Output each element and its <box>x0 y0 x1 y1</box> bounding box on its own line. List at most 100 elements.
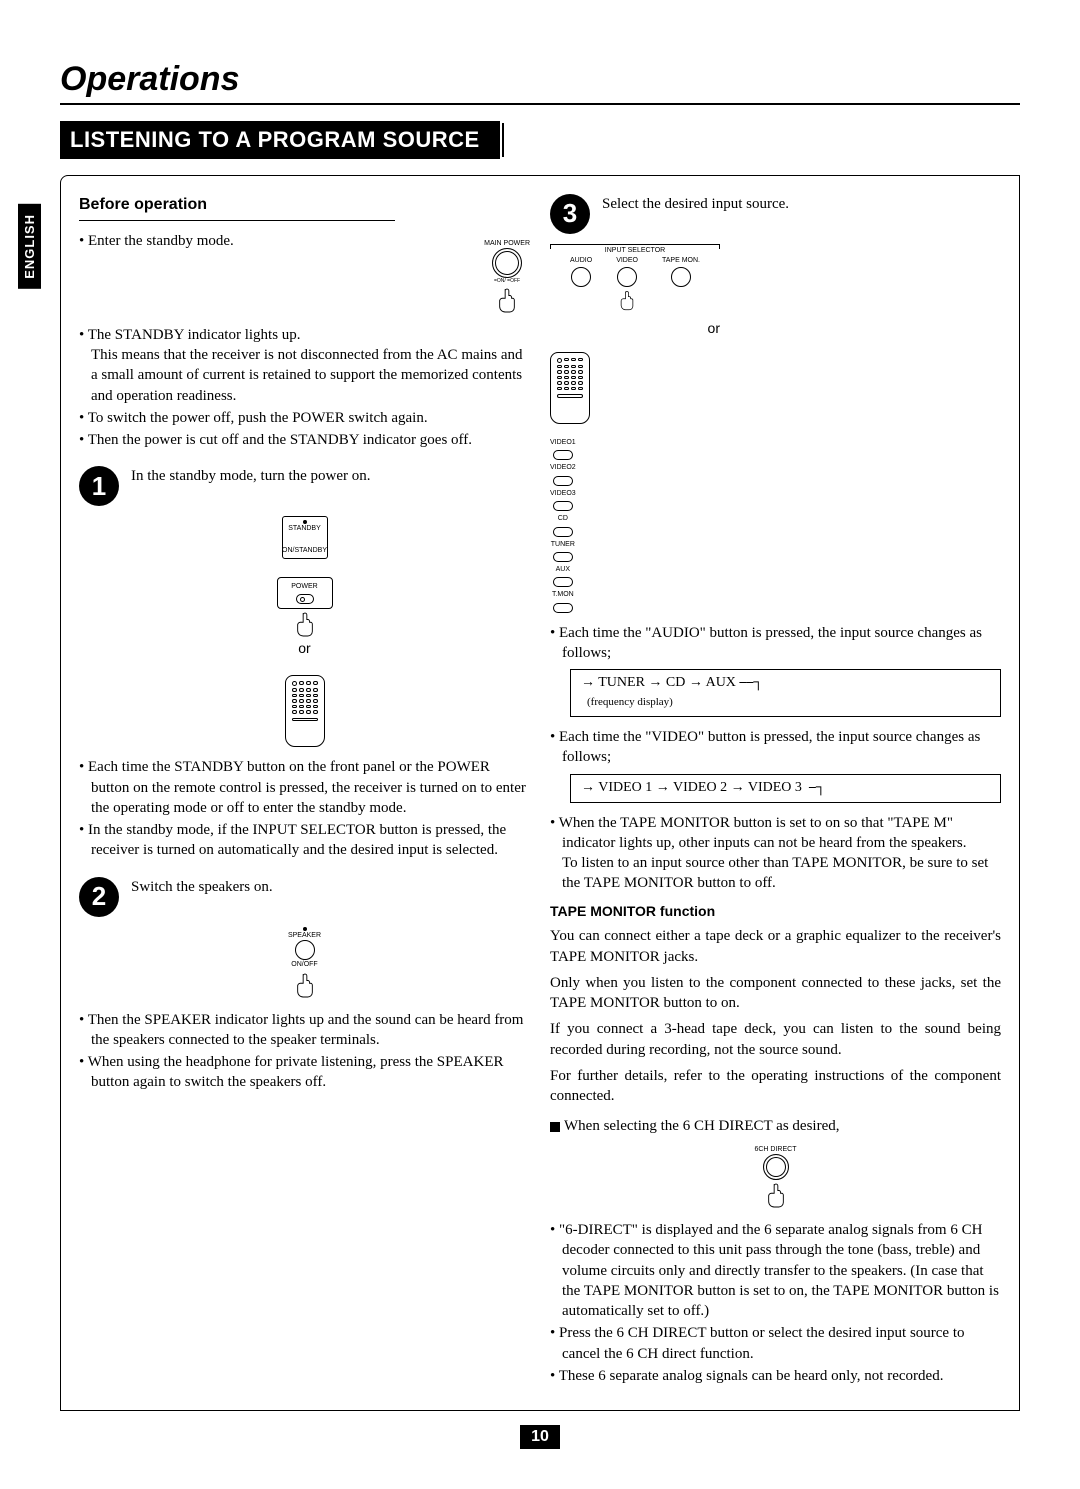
hand-icon <box>765 1182 787 1210</box>
section-header: LISTENING TO A PROGRAM SOURCE <box>60 121 500 159</box>
before-bullet-3: To switch the power off, push the POWER … <box>79 408 530 428</box>
six-ch-knob-icon <box>763 1154 789 1180</box>
pill-label: VIDEO3 <box>550 489 576 498</box>
page-number: 10 <box>520 1425 560 1449</box>
standby-label: STANDBY <box>288 524 321 533</box>
pill-icon <box>553 476 573 486</box>
step-3-badge: 3 <box>550 194 590 234</box>
step3-b3b: To listen to an input source other than … <box>562 855 988 891</box>
six-ch-bullet-2: Press the 6 CH DIRECT button or select t… <box>550 1323 1001 1364</box>
hand-icon <box>618 290 636 312</box>
content-frame: Before operation Enter the standby mode.… <box>60 175 1020 1411</box>
speaker-onoff-label: ON/OFF <box>291 960 317 969</box>
power-label: POWER <box>291 582 317 591</box>
six-ch-lead: When selecting the 6 CH DIRECT as desire… <box>550 1116 1001 1136</box>
step3-bullet-3: When the TAPE MONITOR button is set to o… <box>550 813 1001 894</box>
video-knob-icon <box>617 267 637 287</box>
hand-icon <box>294 972 316 1000</box>
on-off-label: =ON/ =OFF <box>494 278 520 285</box>
tape-monitor-heading: TAPE MONITOR function <box>550 902 1001 921</box>
pill-label: TUNER <box>551 540 575 549</box>
speaker-knob-icon <box>295 940 315 960</box>
six-ch-label: 6CH DIRECT <box>754 1145 796 1154</box>
six-ch-lead-text: When selecting the 6 CH DIRECT as desire… <box>564 1118 840 1134</box>
main-power-diagram: MAIN POWER =ON/ =OFF <box>484 239 530 315</box>
title-rule <box>60 103 1020 105</box>
before-b2a: The STANDBY indicator lights up. <box>88 327 301 343</box>
power-panel-icon: POWER <box>277 577 333 608</box>
six-ch-diagram: 6CH DIRECT <box>550 1145 1001 1210</box>
input-selector-group: INPUT SELECTOR AUDIO VIDEO TAPE MON. <box>550 244 720 338</box>
tape-mon-p4: For further details, refer to the operat… <box>550 1066 1001 1107</box>
six-ch-bullet-3: These 6 separate analog signals can be h… <box>550 1366 1001 1386</box>
step3-bullet-1: Each time the "AUDIO" button is pressed,… <box>550 623 1001 664</box>
speaker-label: SPEAKER <box>288 931 321 940</box>
onstandby-label: ON/STANDBY <box>282 546 327 555</box>
before-rule <box>79 220 395 221</box>
square-bullet-icon <box>550 1122 560 1132</box>
before-bullet-2: The STANDBY indicator lights up. This me… <box>79 325 530 406</box>
audio-label: AUDIO <box>570 256 592 265</box>
step-1-text: In the standby mode, turn the power on. <box>131 466 530 486</box>
pill-label: CD <box>558 514 568 523</box>
standby-panel-icon: STANDBY ON/STANDBY <box>282 516 328 559</box>
video-sequence-box: → VIDEO 1 → VIDEO 2 → VIDEO 3 ⎯┐ <box>570 774 1001 803</box>
six-ch-bullet-1: "6-DIRECT" is displayed and the 6 separa… <box>550 1220 1001 1321</box>
tape-mon-p1: You can connect either a tape deck or a … <box>550 926 1001 967</box>
video-sequence: → VIDEO 1 → VIDEO 2 → VIDEO 3 <box>581 780 802 795</box>
pill-icon <box>553 450 573 460</box>
pill-icon <box>553 577 573 587</box>
step-2-text: Switch the speakers on. <box>131 877 530 897</box>
before-b2b: This means that the receiver is not disc… <box>91 347 523 404</box>
video-label: VIDEO <box>616 256 638 265</box>
language-tab: ENGLISH <box>18 204 41 289</box>
step-3-diagram: INPUT SELECTOR AUDIO VIDEO TAPE MON. <box>550 244 1001 613</box>
step2-bullet-1: Then the SPEAKER indicator lights up and… <box>79 1010 530 1051</box>
step2-bullet-2: When using the headphone for private lis… <box>79 1052 530 1093</box>
step-1-badge: 1 <box>79 466 119 506</box>
tapemon-label: TAPE MON. <box>662 256 700 265</box>
step3-b3a: When the TAPE MONITOR button is set to o… <box>559 815 967 851</box>
main-power-knob-icon <box>492 248 522 278</box>
left-column: Before operation Enter the standby mode.… <box>79 194 530 1392</box>
pill-icon <box>553 501 573 511</box>
tapemon-knob-icon <box>671 267 691 287</box>
before-bullet-4: Then the power is cut off and the STANDB… <box>79 430 530 450</box>
step-1-diagram: STANDBY ON/STANDBY POWER or <box>79 516 530 747</box>
power-oval-icon <box>296 594 314 604</box>
audio-knob-icon <box>571 267 591 287</box>
step-3-text: Select the desired input source. <box>602 194 1001 214</box>
remote-button-stack: VIDEO1 VIDEO2 VIDEO3 CD TUNER AUX T.MON <box>550 438 576 613</box>
before-heading: Before operation <box>79 194 530 216</box>
step-2-diagram: SPEAKER ON/OFF <box>79 927 530 1000</box>
input-selector-label: INPUT SELECTOR <box>605 246 665 255</box>
pill-label: VIDEO2 <box>550 463 576 472</box>
pill-icon <box>553 552 573 562</box>
step3-bullet-2: Each time the "VIDEO" button is pressed,… <box>550 727 1001 768</box>
pill-label: AUX <box>556 565 570 574</box>
pill-label: VIDEO1 <box>550 438 576 447</box>
freq-note: (frequency display) <box>587 696 673 708</box>
step1-bullet-1: Each time the STANDBY button on the fron… <box>79 757 530 818</box>
or-text: or <box>298 639 310 658</box>
remote-icon <box>285 675 325 747</box>
page-title: Operations <box>60 60 1020 99</box>
step-2-badge: 2 <box>79 877 119 917</box>
remote-icon <box>550 352 590 424</box>
step-1: 1 In the standby mode, turn the power on… <box>79 466 530 506</box>
audio-sequence: → TUNER → CD → AUX <box>581 675 736 690</box>
step-3: 3 Select the desired input source. <box>550 194 1001 234</box>
right-column: 3 Select the desired input source. INPUT… <box>550 194 1001 1392</box>
hand-icon <box>496 287 518 315</box>
or-text: or <box>708 319 720 338</box>
main-power-label: MAIN POWER <box>484 239 530 248</box>
pill-label: T.MON <box>552 590 574 599</box>
hand-icon <box>294 611 316 639</box>
step-2: 2 Switch the speakers on. <box>79 877 530 917</box>
pill-icon <box>553 527 573 537</box>
tape-mon-p3: If you connect a 3-head tape deck, you c… <box>550 1019 1001 1060</box>
step1-bullet-2: In the standby mode, if the INPUT SELECT… <box>79 820 530 861</box>
audio-sequence-box: → TUNER → CD → AUX ⎯⎯┐ (frequency displa… <box>570 669 1001 717</box>
before-bullet-1: Enter the standby mode. <box>79 231 464 251</box>
tape-mon-p2: Only when you listen to the component co… <box>550 973 1001 1014</box>
